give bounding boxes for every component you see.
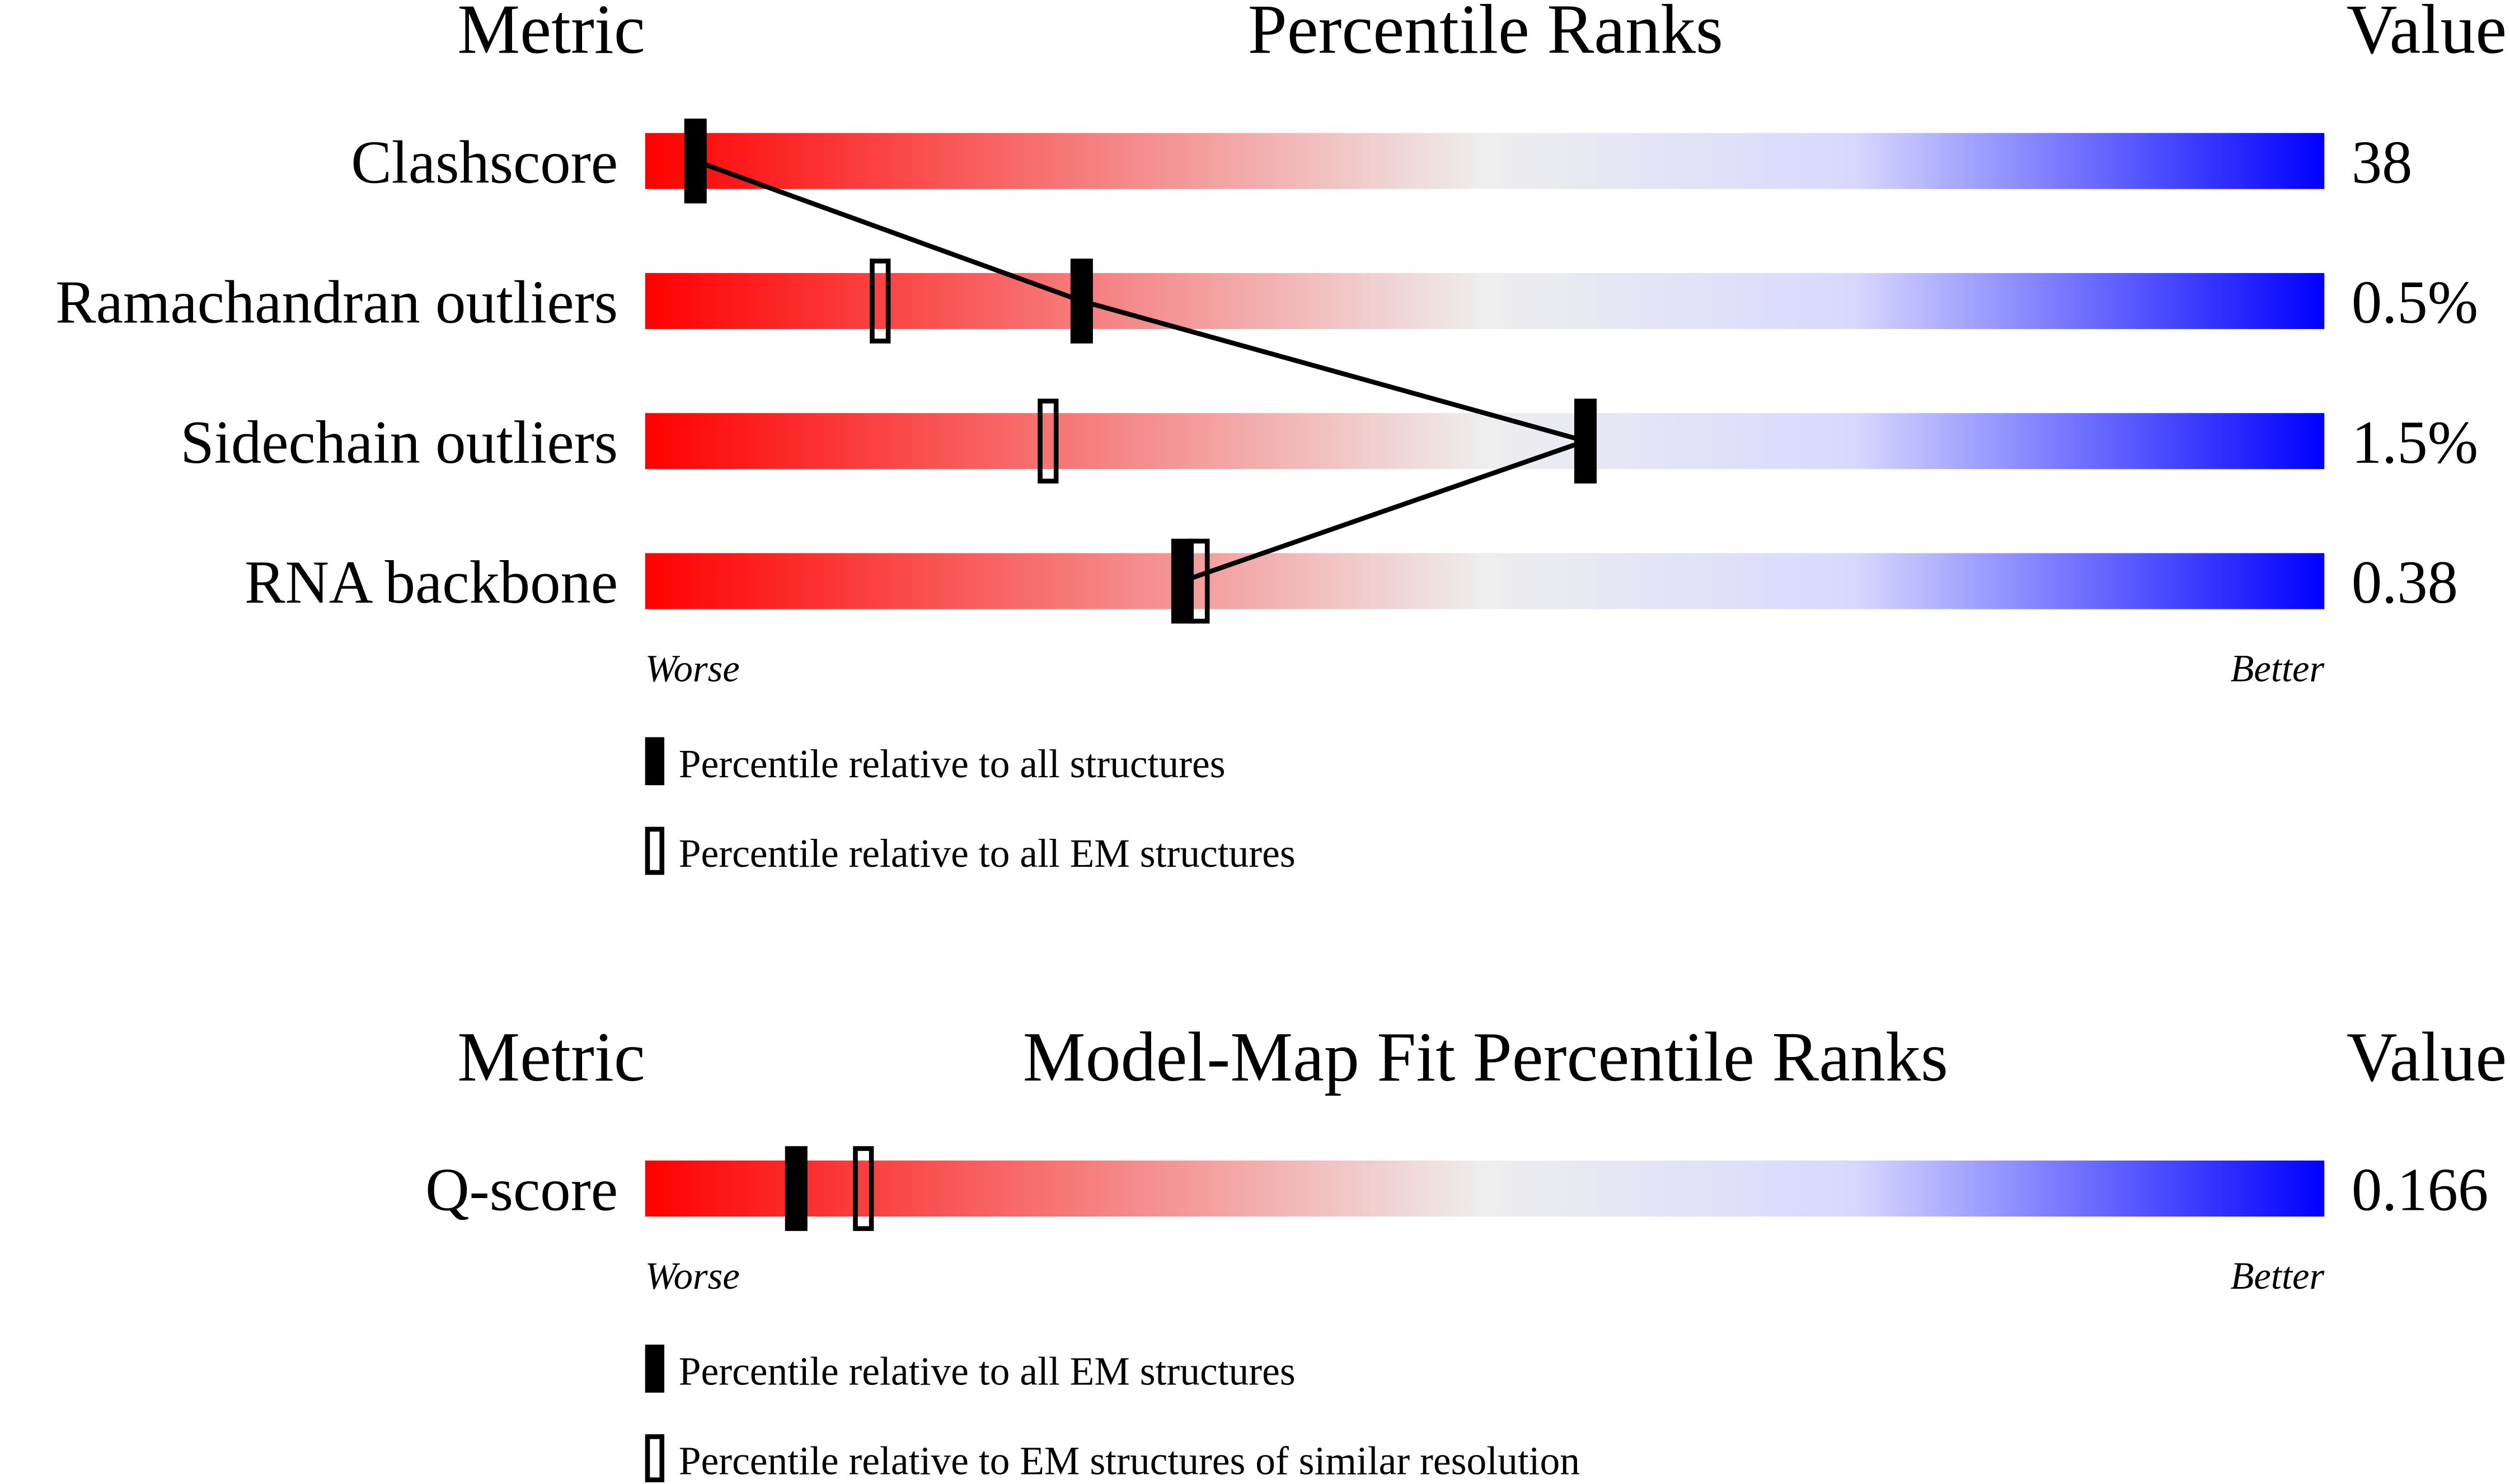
value-header: Value <box>2347 1018 2507 1096</box>
metric-label: Ramachandran outliers <box>55 269 618 336</box>
legend-open-label: Percentile relative to EM structures of … <box>679 1439 1580 1483</box>
chart-title: Model-Map Fit Percentile Ranks <box>1023 1018 1948 1096</box>
better-label: Better <box>2231 1255 2325 1297</box>
metric-value: 0.38 <box>2352 548 2458 616</box>
legend-open-marker-icon <box>645 1434 665 1482</box>
open-percentile-marker <box>1038 398 1059 484</box>
worse-label: Worse <box>645 1255 740 1297</box>
legend-filled-label: Percentile relative to all EM structures <box>679 1349 1296 1393</box>
legend-filled-label: Percentile relative to all structures <box>679 742 1226 786</box>
chart-panel-0: Metric Percentile Ranks Value Clashscore 38 R… <box>55 0 2507 876</box>
connector-line <box>695 158 1594 584</box>
metric-label: RNA backbone <box>245 548 618 616</box>
legend-open-label: Percentile relative to all EM structures <box>679 832 1296 876</box>
metric-value: 38 <box>2352 128 2413 196</box>
filled-percentile-marker <box>785 1146 808 1231</box>
legend-filled-marker-icon <box>645 737 665 786</box>
metric-label: Clashscore <box>351 128 618 196</box>
better-label: Better <box>2231 647 2325 689</box>
percentile-bar <box>645 413 2325 469</box>
chart-panel-1: Metric Model-Map Fit Percentile Ranks Valu… <box>425 1018 2507 1483</box>
value-header: Value <box>2347 0 2507 69</box>
filled-percentile-marker <box>1574 398 1597 484</box>
filled-percentile-marker <box>1070 259 1093 344</box>
open-percentile-marker <box>870 259 891 344</box>
metric-header: Metric <box>457 0 645 69</box>
metric-value: 1.5% <box>2352 408 2478 476</box>
metric-label: Q-score <box>425 1156 618 1224</box>
metric-value: 0.166 <box>2352 1156 2489 1224</box>
percentile-bar <box>645 1160 2325 1217</box>
legend-filled-marker-icon <box>645 1344 665 1393</box>
filled-percentile-marker <box>684 118 707 204</box>
metric-label: Sidechain outliers <box>180 408 618 476</box>
metric-value: 0.5% <box>2352 269 2478 336</box>
filled-percentile-marker <box>1171 538 1194 624</box>
percentile-bar <box>645 133 2325 189</box>
legend-open-marker-icon <box>645 826 665 875</box>
chart-title: Percentile Ranks <box>1248 0 1723 69</box>
metric-header: Metric <box>457 1018 645 1096</box>
open-percentile-marker <box>853 1146 874 1231</box>
percentile-bar <box>645 553 2325 609</box>
worse-label: Worse <box>645 647 740 689</box>
percentile-bar <box>645 273 2325 330</box>
